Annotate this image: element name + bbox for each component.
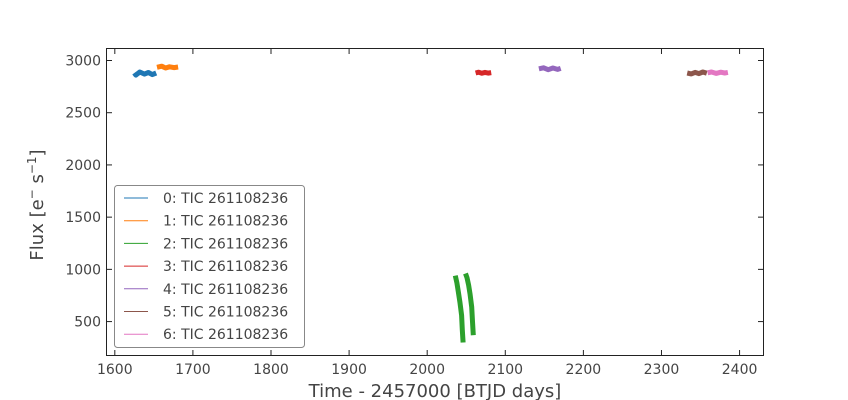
x-axis-title: Time - 2457000 [BTJD days] bbox=[308, 381, 562, 400]
legend-label-6: 6: TIC 261108236 bbox=[163, 327, 288, 343]
y-axis-title-mid: s bbox=[27, 174, 48, 189]
plot-frame bbox=[106, 48, 764, 356]
x-tick-label: 2400 bbox=[722, 362, 758, 378]
series-2-line-0 bbox=[452, 275, 466, 343]
series-0 bbox=[132, 69, 158, 78]
legend-label-5: 5: TIC 261108236 bbox=[163, 305, 288, 321]
x-tick-label: 2300 bbox=[644, 362, 680, 378]
y-tick-label: 3000 bbox=[65, 53, 101, 69]
series-6-line-0 bbox=[707, 69, 729, 76]
y-tick-label: 1500 bbox=[65, 210, 101, 226]
legend-label-1: 1: TIC 261108236 bbox=[163, 214, 288, 230]
y-tick-label: 2000 bbox=[65, 158, 101, 174]
series-5-line-0 bbox=[686, 69, 708, 77]
x-tick-label: 1900 bbox=[331, 362, 367, 378]
y-axis-title-sup1: − bbox=[25, 189, 39, 199]
series-2 bbox=[452, 272, 476, 343]
y-axis-title: Flux [e− s−1] bbox=[25, 149, 48, 260]
legend: 0: TIC 261108236 1: TIC 261108236 2: TIC 2… bbox=[114, 185, 305, 348]
x-tick-label: 2200 bbox=[566, 362, 602, 378]
series-0-line-0 bbox=[132, 69, 158, 78]
x-tick-label: 1600 bbox=[97, 362, 133, 378]
legend-label-3: 3: TIC 261108236 bbox=[163, 259, 288, 275]
series-4-line-0 bbox=[538, 65, 562, 73]
series-1 bbox=[156, 63, 179, 71]
y-axis-title-main: Flux [e bbox=[27, 199, 48, 260]
y-tick-label: 1000 bbox=[65, 262, 101, 278]
x-tick-label: 1700 bbox=[175, 362, 211, 378]
legend-box bbox=[114, 185, 305, 348]
y-tick-label: 500 bbox=[74, 315, 101, 331]
legend-label-2: 2: TIC 261108236 bbox=[163, 236, 288, 252]
series-3-line-0 bbox=[474, 69, 492, 76]
series-5 bbox=[686, 69, 708, 77]
legend-items: 0: TIC 261108236 1: TIC 261108236 2: TIC 2… bbox=[124, 191, 288, 343]
series-2-line-1 bbox=[463, 272, 476, 336]
series-1-line-0 bbox=[156, 63, 179, 71]
series-6 bbox=[707, 69, 729, 76]
series-layer bbox=[132, 63, 729, 343]
y-tick-label: 2500 bbox=[65, 106, 101, 122]
x-tick-label: 1800 bbox=[253, 362, 289, 378]
legend-label-0: 0: TIC 261108236 bbox=[163, 191, 288, 207]
legend-label-4: 4: TIC 261108236 bbox=[163, 282, 288, 298]
y-axis-title-end: ] bbox=[27, 149, 48, 156]
x-tick-label: 2000 bbox=[409, 362, 445, 378]
x-tick-label: 2100 bbox=[487, 362, 523, 378]
ticks-layer: 1600 1700 1800 1900 2000 2100 2200 2300 2400 500 1… bbox=[65, 49, 763, 378]
series-4 bbox=[538, 65, 562, 73]
y-axis-title-sup2: −1 bbox=[25, 156, 39, 174]
series-3 bbox=[474, 69, 492, 76]
